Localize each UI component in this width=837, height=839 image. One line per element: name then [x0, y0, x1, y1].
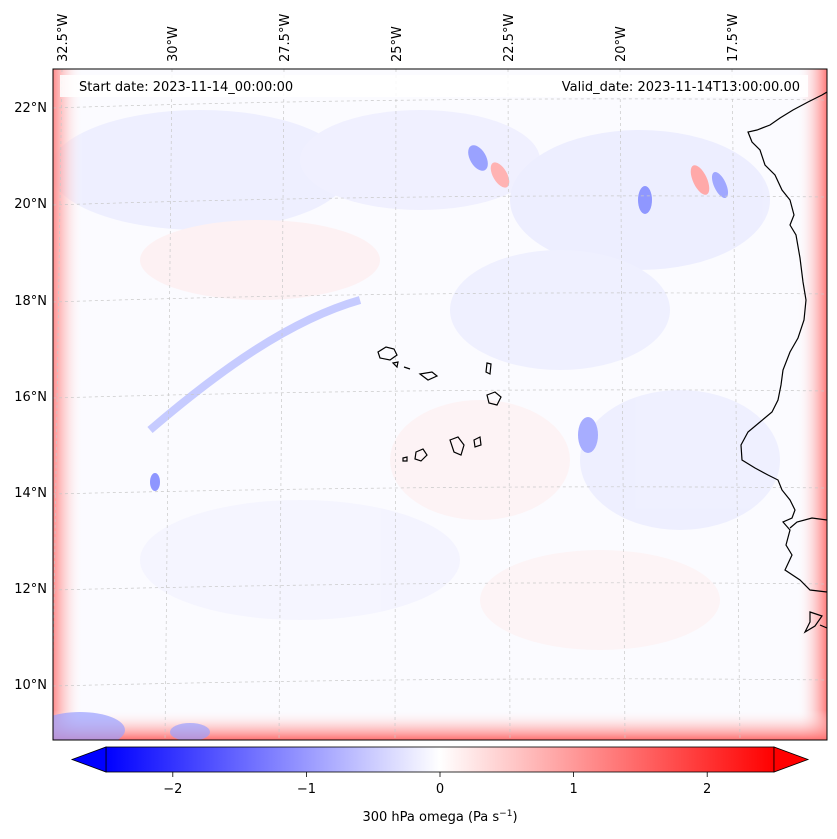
omega-blue-band [147, 296, 362, 434]
lon-label: 20°W [614, 26, 629, 62]
colorbar-max-extend [773, 746, 810, 773]
cape-verde-islands [377, 346, 502, 462]
africa-coastline [740, 91, 827, 593]
lon-label: 25°W [390, 26, 405, 62]
bottom-boundary-band [53, 710, 827, 740]
colorbar-body [105, 746, 775, 773]
colorbar-tick-label: −1 [297, 782, 316, 797]
lat-label: 12°N [14, 582, 47, 597]
colorbar-tick-label: 0 [436, 782, 444, 797]
header-bar [60, 75, 808, 97]
field-patches [53, 110, 780, 650]
lon-label: 32.5°W [56, 14, 71, 62]
colorbar-min-extend [70, 746, 107, 773]
right-boundary-band [797, 69, 827, 740]
lon-label: 27.5°W [278, 14, 293, 62]
omega-field [53, 69, 827, 740]
colorbar-label-exponent: −1 [499, 809, 512, 819]
lon-label: 22.5°W [502, 14, 517, 62]
lat-label: 16°N [14, 390, 47, 405]
colorbar: −2 −1 0 1 2 300 hPa omega (Pa s−1) [70, 746, 810, 825]
colorbar-ticks: −2 −1 0 1 2 [163, 772, 711, 797]
left-boundary-band [53, 69, 83, 740]
colorbar-label: 300 hPa omega (Pa s−1) [362, 809, 517, 825]
start-date-text: Start date: 2023-11-14_00:00:00 [79, 80, 293, 95]
colorbar-tick-label: 1 [569, 782, 577, 797]
lon-label: 17.5°W [726, 14, 741, 62]
gridlines [53, 69, 827, 740]
colorbar-label-main: 300 hPa omega (Pa s [362, 810, 499, 825]
valid-date-text: Valid_date: 2023-11-14T13:00:00.00 [562, 80, 800, 95]
lat-label: 10°N [14, 678, 47, 693]
latitude-labels: 22°N 20°N 18°N 16°N 14°N 12°N 10°N [14, 101, 47, 693]
lat-label: 20°N [14, 197, 47, 212]
colorbar-label-close: ) [512, 810, 517, 825]
lat-label: 22°N [14, 101, 47, 116]
colorbar-tick-label: −2 [163, 782, 182, 797]
map-frame [52, 68, 828, 741]
longitude-labels: 32.5°W 30°W 27.5°W 25°W 22.5°W 20°W 17.5… [56, 14, 741, 62]
colorbar-tick-label: 2 [703, 782, 711, 797]
lat-label: 14°N [14, 486, 47, 501]
lat-label: 18°N [14, 294, 47, 309]
lon-label: 30°W [166, 26, 181, 62]
